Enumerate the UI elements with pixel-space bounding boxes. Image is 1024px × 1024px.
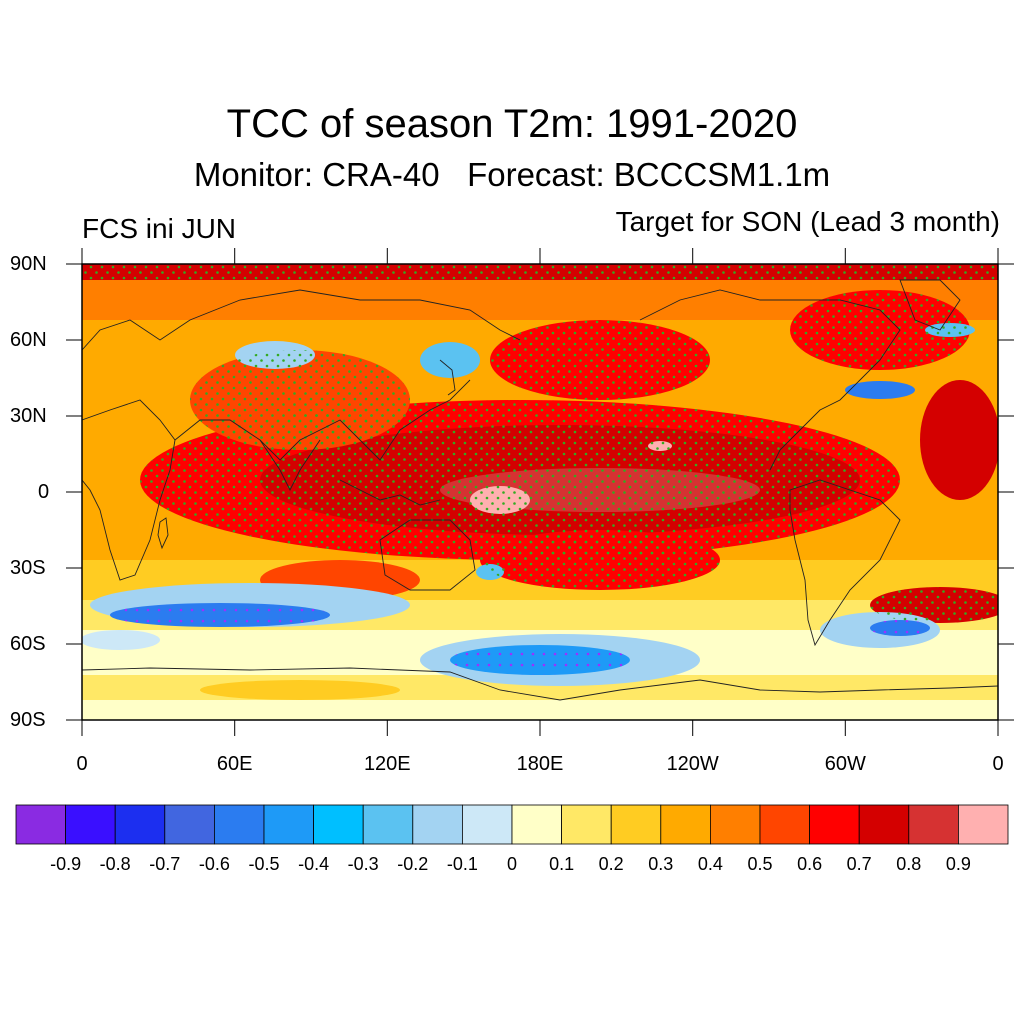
colorbar-label: 0.1 — [549, 854, 575, 874]
colorbar-swatch — [958, 804, 1009, 845]
colorbar-swatch — [412, 804, 463, 845]
colorbar-swatch — [164, 804, 215, 845]
lat-label-60s: 60S — [10, 633, 46, 655]
colorbar-swatch — [610, 804, 662, 845]
colorbar-swatch — [362, 804, 414, 845]
y-axis-ticks — [66, 263, 1014, 721]
colorbar-swatch — [15, 804, 66, 845]
colorbar-swatch — [809, 804, 860, 845]
colorbar-swatch — [213, 804, 265, 845]
colorbar-swatch — [759, 804, 810, 845]
colorbar-swatch — [65, 804, 116, 845]
lon-label-120e: 120E — [363, 753, 411, 775]
colorbar-swatch — [263, 804, 314, 845]
map-subtitle: Monitor: CRA-40 Forecast: BCCCSM1.1m — [193, 156, 831, 193]
colorbar-swatch — [511, 804, 562, 845]
coastlines — [82, 279, 998, 701]
x-axis-ticks — [81, 248, 999, 736]
colorbar-swatch — [660, 804, 711, 845]
lon-label-0-left: 0 — [76, 753, 88, 775]
colorbar-label: -0.8 — [99, 854, 131, 874]
colorbar-label: -0.6 — [198, 854, 230, 874]
colorbar-label: 0.7 — [846, 854, 872, 874]
correlation-field — [82, 264, 998, 720]
map-title: TCC of season T2m: 1991-2020 — [226, 102, 798, 146]
lon-label-60e: 60E — [216, 753, 253, 775]
lat-label-90s: 90S — [10, 709, 46, 731]
colorbar-label: -0.3 — [347, 854, 379, 874]
colorbar-label: 0.9 — [945, 854, 971, 874]
colorbar-label: 0.5 — [747, 854, 773, 874]
colorbar-swatch — [908, 804, 959, 845]
lat-label-30s: 30S — [10, 557, 46, 579]
lat-label-eq: 0 — [38, 481, 50, 503]
colorbar-label: -0.5 — [248, 854, 280, 874]
colorbar-swatch — [313, 804, 364, 845]
colorbar-label: -0.2 — [397, 854, 429, 874]
lat-label-90n: 90N — [10, 253, 47, 275]
colorbar-label: -0.1 — [446, 854, 478, 874]
init-month-label: FCS ini JUN — [82, 213, 237, 244]
colorbar-label: 0.8 — [896, 854, 922, 874]
colorbar-label: 0.2 — [598, 854, 624, 874]
colorbar-swatch — [561, 804, 612, 845]
colorbar-swatch — [710, 804, 761, 845]
lat-label-60n: 60N — [10, 329, 47, 351]
colorbar-swatch — [114, 804, 166, 845]
colorbar — [15, 804, 1009, 845]
colorbar-swatch — [858, 804, 910, 845]
colorbar-label: 0.3 — [648, 854, 674, 874]
colorbar-swatch — [461, 804, 513, 845]
target-season-label: Target for SON (Lead 3 month) — [615, 206, 1000, 237]
colorbar-label: 0.6 — [797, 854, 823, 874]
colorbar-label: -0.4 — [298, 854, 330, 874]
colorbar-label: 0 — [506, 854, 517, 874]
colorbar-label: -0.9 — [50, 854, 82, 874]
lon-label-120w: 120W — [666, 753, 719, 775]
colorbar-label: -0.7 — [149, 854, 181, 874]
lon-label-60w: 60W — [824, 753, 866, 775]
lat-label-30n: 30N — [10, 405, 47, 427]
lon-label-0-right: 0 — [992, 753, 1004, 775]
lon-label-180e: 180E — [516, 753, 564, 775]
colorbar-label: 0.4 — [697, 854, 723, 874]
